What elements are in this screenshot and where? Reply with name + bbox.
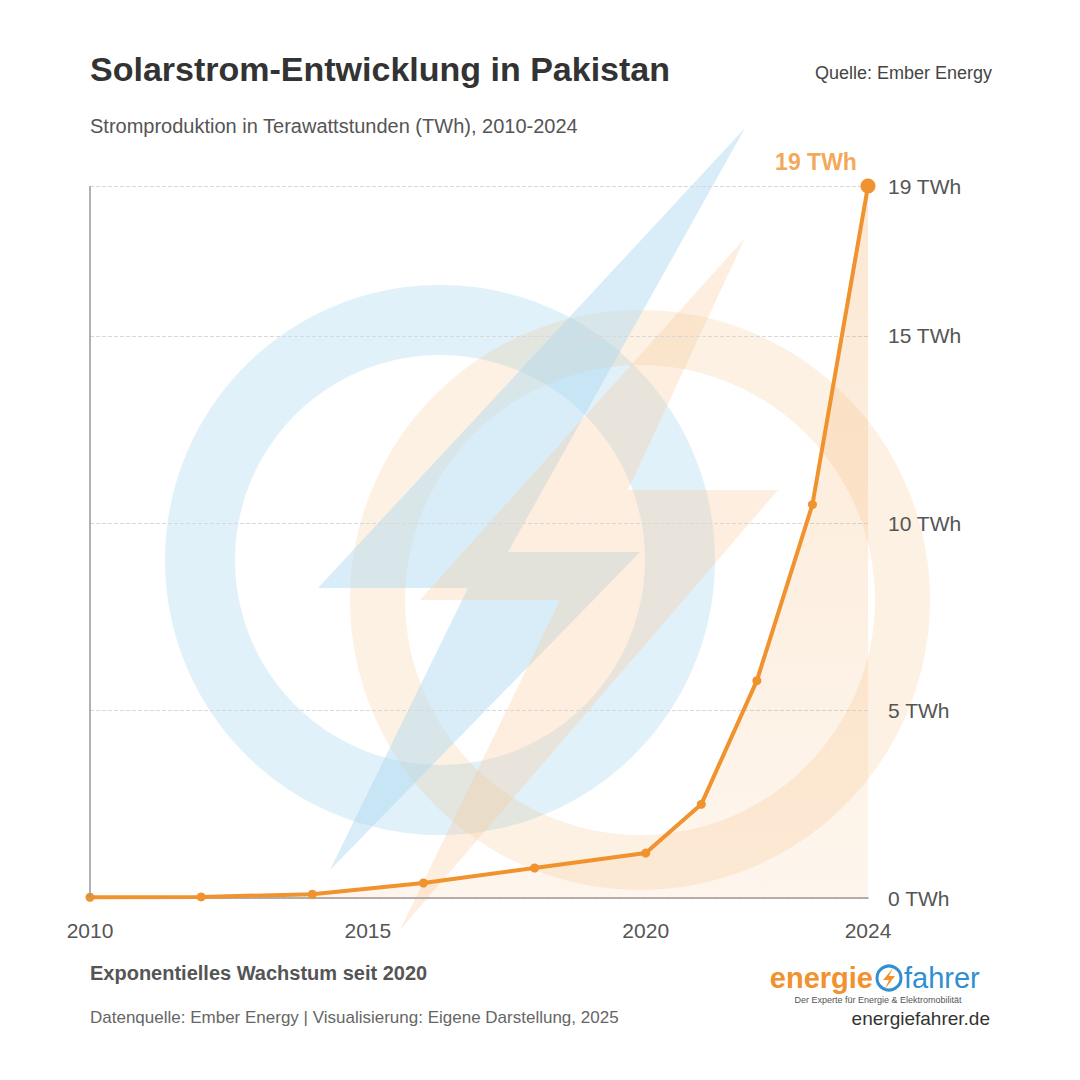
svg-text:energiefahrer.de: energiefahrer.de: [852, 1008, 990, 1029]
svg-text:Solarstrom-Entwicklung in Paki: Solarstrom-Entwicklung in Pakistan: [90, 50, 670, 88]
svg-text:Datenquelle: Ember Energy | Vi: Datenquelle: Ember Energy | Visualisieru…: [90, 1008, 619, 1027]
svg-text:Der Experte für Energie & Elek: Der Experte für Energie & Elektromobilit…: [794, 995, 962, 1005]
svg-text:Stromproduktion in Terawattstu: Stromproduktion in Terawattstunden (TWh)…: [90, 115, 578, 137]
svg-text:0 TWh: 0 TWh: [888, 887, 949, 910]
svg-text:19 TWh: 19 TWh: [888, 175, 961, 198]
svg-text:10 TWh: 10 TWh: [888, 512, 961, 535]
svg-text:Exponentielles Wachstum seit 2: Exponentielles Wachstum seit 2020: [90, 962, 427, 984]
svg-text:15 TWh: 15 TWh: [888, 324, 961, 347]
svg-text:2015: 2015: [344, 919, 391, 942]
svg-text:Quelle: Ember Energy: Quelle: Ember Energy: [815, 63, 992, 83]
svg-text:2024: 2024: [845, 919, 892, 942]
svg-text:fahrer: fahrer: [904, 962, 980, 994]
svg-text:2010: 2010: [67, 919, 114, 942]
svg-text:5 TWh: 5 TWh: [888, 699, 949, 722]
svg-text:2020: 2020: [622, 919, 669, 942]
svg-text:energie: energie: [770, 962, 873, 994]
svg-text:19 TWh: 19 TWh: [775, 149, 857, 175]
